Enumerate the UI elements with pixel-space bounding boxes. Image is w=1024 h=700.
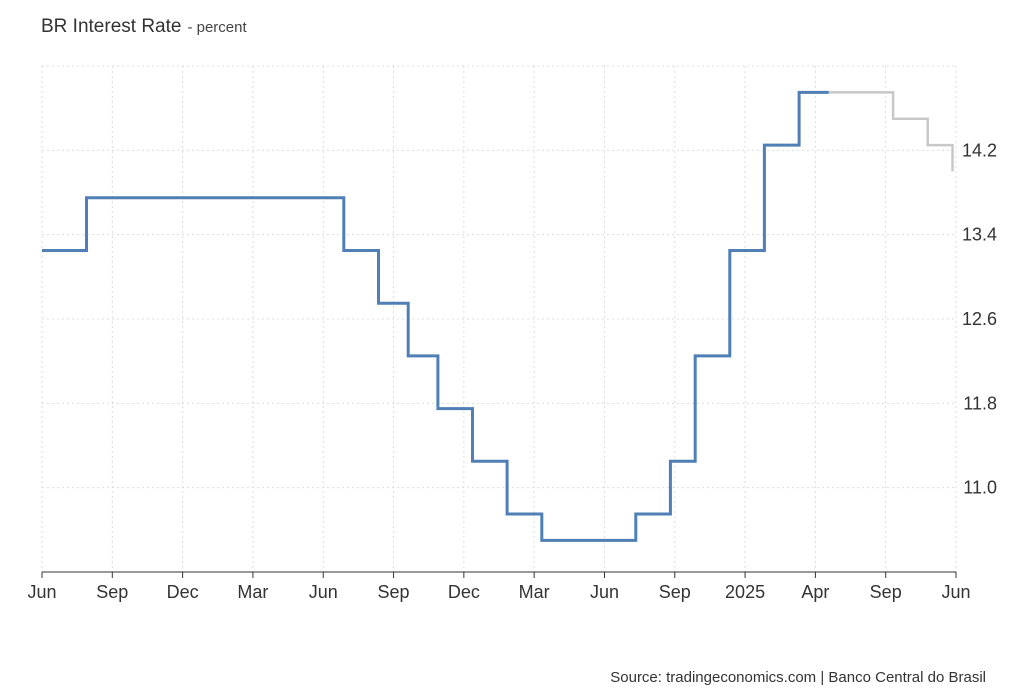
x-tick-label: Jun — [590, 582, 619, 602]
x-tick-label: Sep — [659, 582, 691, 602]
source-attribution: Source: tradingeconomics.com | Banco Cen… — [610, 669, 986, 686]
y-tick-label: 14.2 — [962, 140, 997, 160]
x-tick-label: Jun — [27, 582, 56, 602]
x-tick-label: Mar — [519, 582, 550, 602]
chart-title-text: BR Interest Rate — [41, 16, 182, 37]
x-tick-label: Dec — [448, 582, 480, 602]
label-layer: 11.0 11.8 12.6 13.4 14.2 Jun Sep Dec Mar Jun Sep De… — [27, 140, 997, 602]
grid-layer — [41, 65, 957, 572]
x-tick-label: Apr — [801, 582, 829, 602]
y-tick-label: 13.4 — [962, 225, 997, 245]
forecast-series-line — [828, 91, 954, 172]
x-tick-label: Sep — [378, 582, 410, 602]
x-tick-label: Mar — [237, 582, 268, 602]
chart-subtitle: - percent — [187, 19, 247, 36]
y-tick-label: 12.6 — [962, 309, 997, 329]
chart-title: BR Interest Rate - percent — [41, 16, 247, 38]
series-layer — [42, 90, 954, 542]
axis-layer — [41, 571, 957, 578]
x-tick-label: 2025 — [725, 582, 765, 602]
x-tick-label: Dec — [167, 582, 199, 602]
y-tick-label: 11.0 — [963, 478, 997, 498]
interest-rate-series-line — [42, 90, 829, 542]
x-tick-label: Jun — [309, 582, 338, 602]
x-tick-label: Sep — [96, 582, 128, 602]
x-tick-label: Jun — [941, 582, 970, 602]
x-tick-label: Sep — [870, 582, 902, 602]
y-tick-label: 11.8 — [963, 393, 997, 413]
